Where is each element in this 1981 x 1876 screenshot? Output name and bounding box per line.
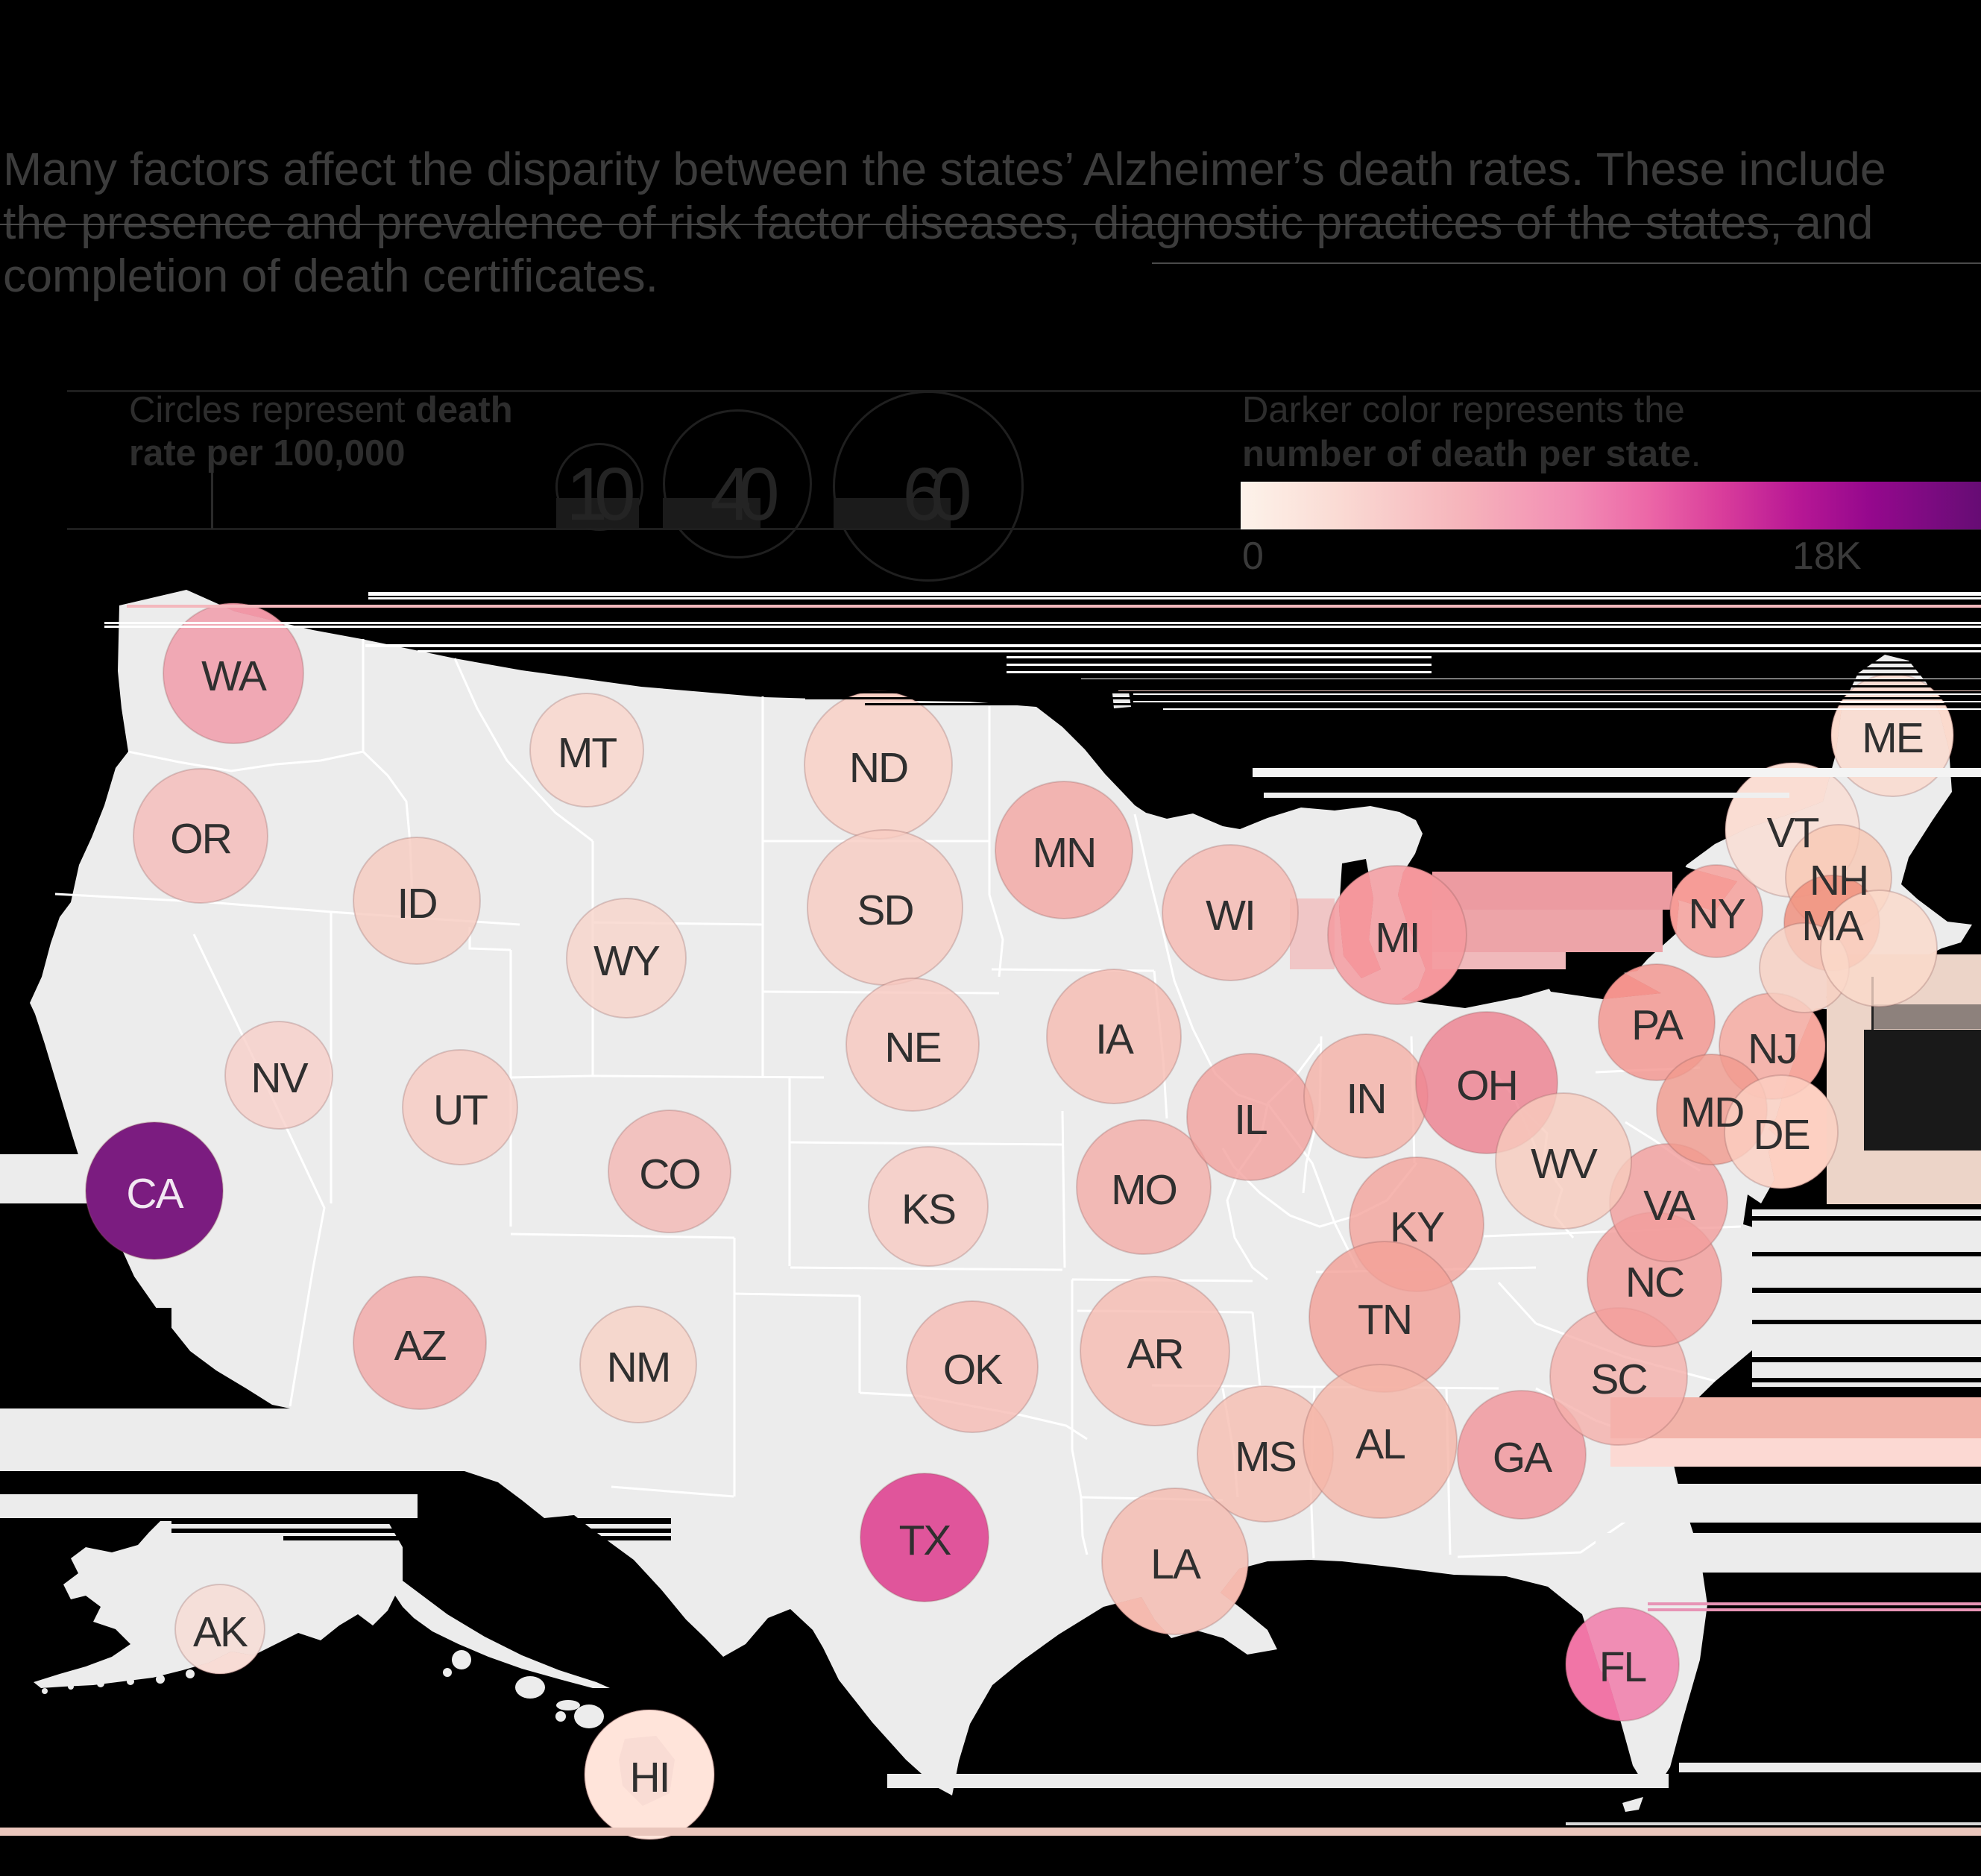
svg-text:TX: TX [899,1517,951,1564]
svg-text:DE: DE [1753,1111,1809,1159]
svg-text:LA: LA [1150,1540,1201,1588]
svg-text:VT: VT [1767,809,1819,857]
svg-text:NH: NH [1810,857,1868,904]
svg-text:IL: IL [1234,1096,1267,1144]
svg-text:WA: WA [201,652,267,700]
svg-text:MA: MA [1801,902,1863,950]
svg-text:CO: CO [639,1151,700,1198]
svg-text:UT: UT [433,1086,488,1134]
svg-text:MS: MS [1235,1433,1296,1481]
svg-text:MD: MD [1681,1089,1744,1136]
svg-text:AR: AR [1127,1330,1182,1378]
svg-text:MO: MO [1111,1166,1177,1214]
svg-text:NE: NE [884,1024,940,1071]
svg-text:FL: FL [1599,1643,1646,1691]
svg-text:VA: VA [1643,1182,1695,1230]
svg-text:ND: ND [849,744,907,792]
svg-text:NC: NC [1625,1259,1684,1306]
svg-text:HI: HI [630,1754,670,1801]
svg-text:PA: PA [1631,1001,1684,1049]
svg-text:TN: TN [1358,1296,1411,1344]
svg-text:CA: CA [126,1170,183,1218]
svg-text:WY: WY [593,937,660,985]
svg-text:SD: SD [857,887,913,934]
svg-text:AL: AL [1355,1420,1405,1468]
svg-text:MI: MI [1375,914,1419,962]
svg-text:NY: NY [1688,890,1745,938]
svg-text:AZ: AZ [394,1322,447,1370]
svg-text:OK: OK [943,1346,1003,1394]
svg-text:SC: SC [1590,1356,1646,1403]
svg-text:OH: OH [1456,1062,1517,1109]
svg-text:ID: ID [397,880,437,928]
svg-text:IN: IN [1347,1075,1386,1123]
svg-text:GA: GA [1493,1434,1552,1482]
svg-text:MN: MN [1033,829,1096,877]
svg-text:NM: NM [607,1344,670,1391]
svg-text:IA: IA [1095,1016,1134,1063]
svg-text:KS: KS [901,1186,955,1233]
svg-text:OR: OR [170,815,231,863]
svg-text:KY: KY [1390,1203,1444,1251]
svg-text:AK: AK [193,1608,248,1656]
svg-text:NV: NV [251,1054,308,1102]
svg-text:MT: MT [558,729,617,777]
svg-text:WV: WV [1531,1140,1598,1188]
svg-text:ME: ME [1862,714,1923,762]
svg-text:WI: WI [1206,892,1255,939]
svg-text:NJ: NJ [1748,1025,1797,1073]
